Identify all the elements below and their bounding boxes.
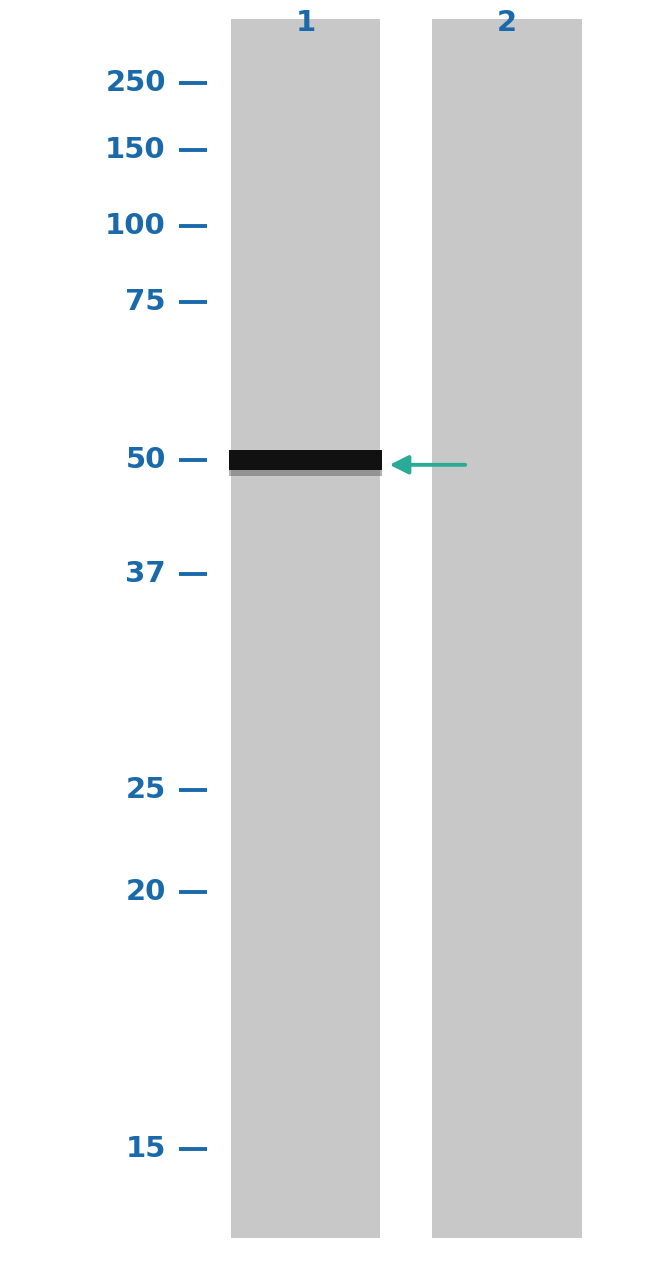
- Text: 100: 100: [105, 212, 166, 240]
- Text: 150: 150: [105, 136, 166, 164]
- Text: 37: 37: [125, 560, 166, 588]
- Text: 250: 250: [105, 69, 166, 97]
- Text: 2: 2: [497, 9, 517, 37]
- Bar: [432, 19, 582, 1238]
- Text: 15: 15: [125, 1135, 166, 1163]
- Bar: [231, 19, 380, 1238]
- Bar: [229, 450, 382, 470]
- Text: 20: 20: [125, 878, 166, 906]
- Text: 25: 25: [125, 776, 166, 804]
- Bar: [229, 470, 382, 476]
- Text: 75: 75: [125, 288, 166, 316]
- Text: 50: 50: [125, 446, 166, 474]
- Text: 1: 1: [295, 9, 316, 37]
